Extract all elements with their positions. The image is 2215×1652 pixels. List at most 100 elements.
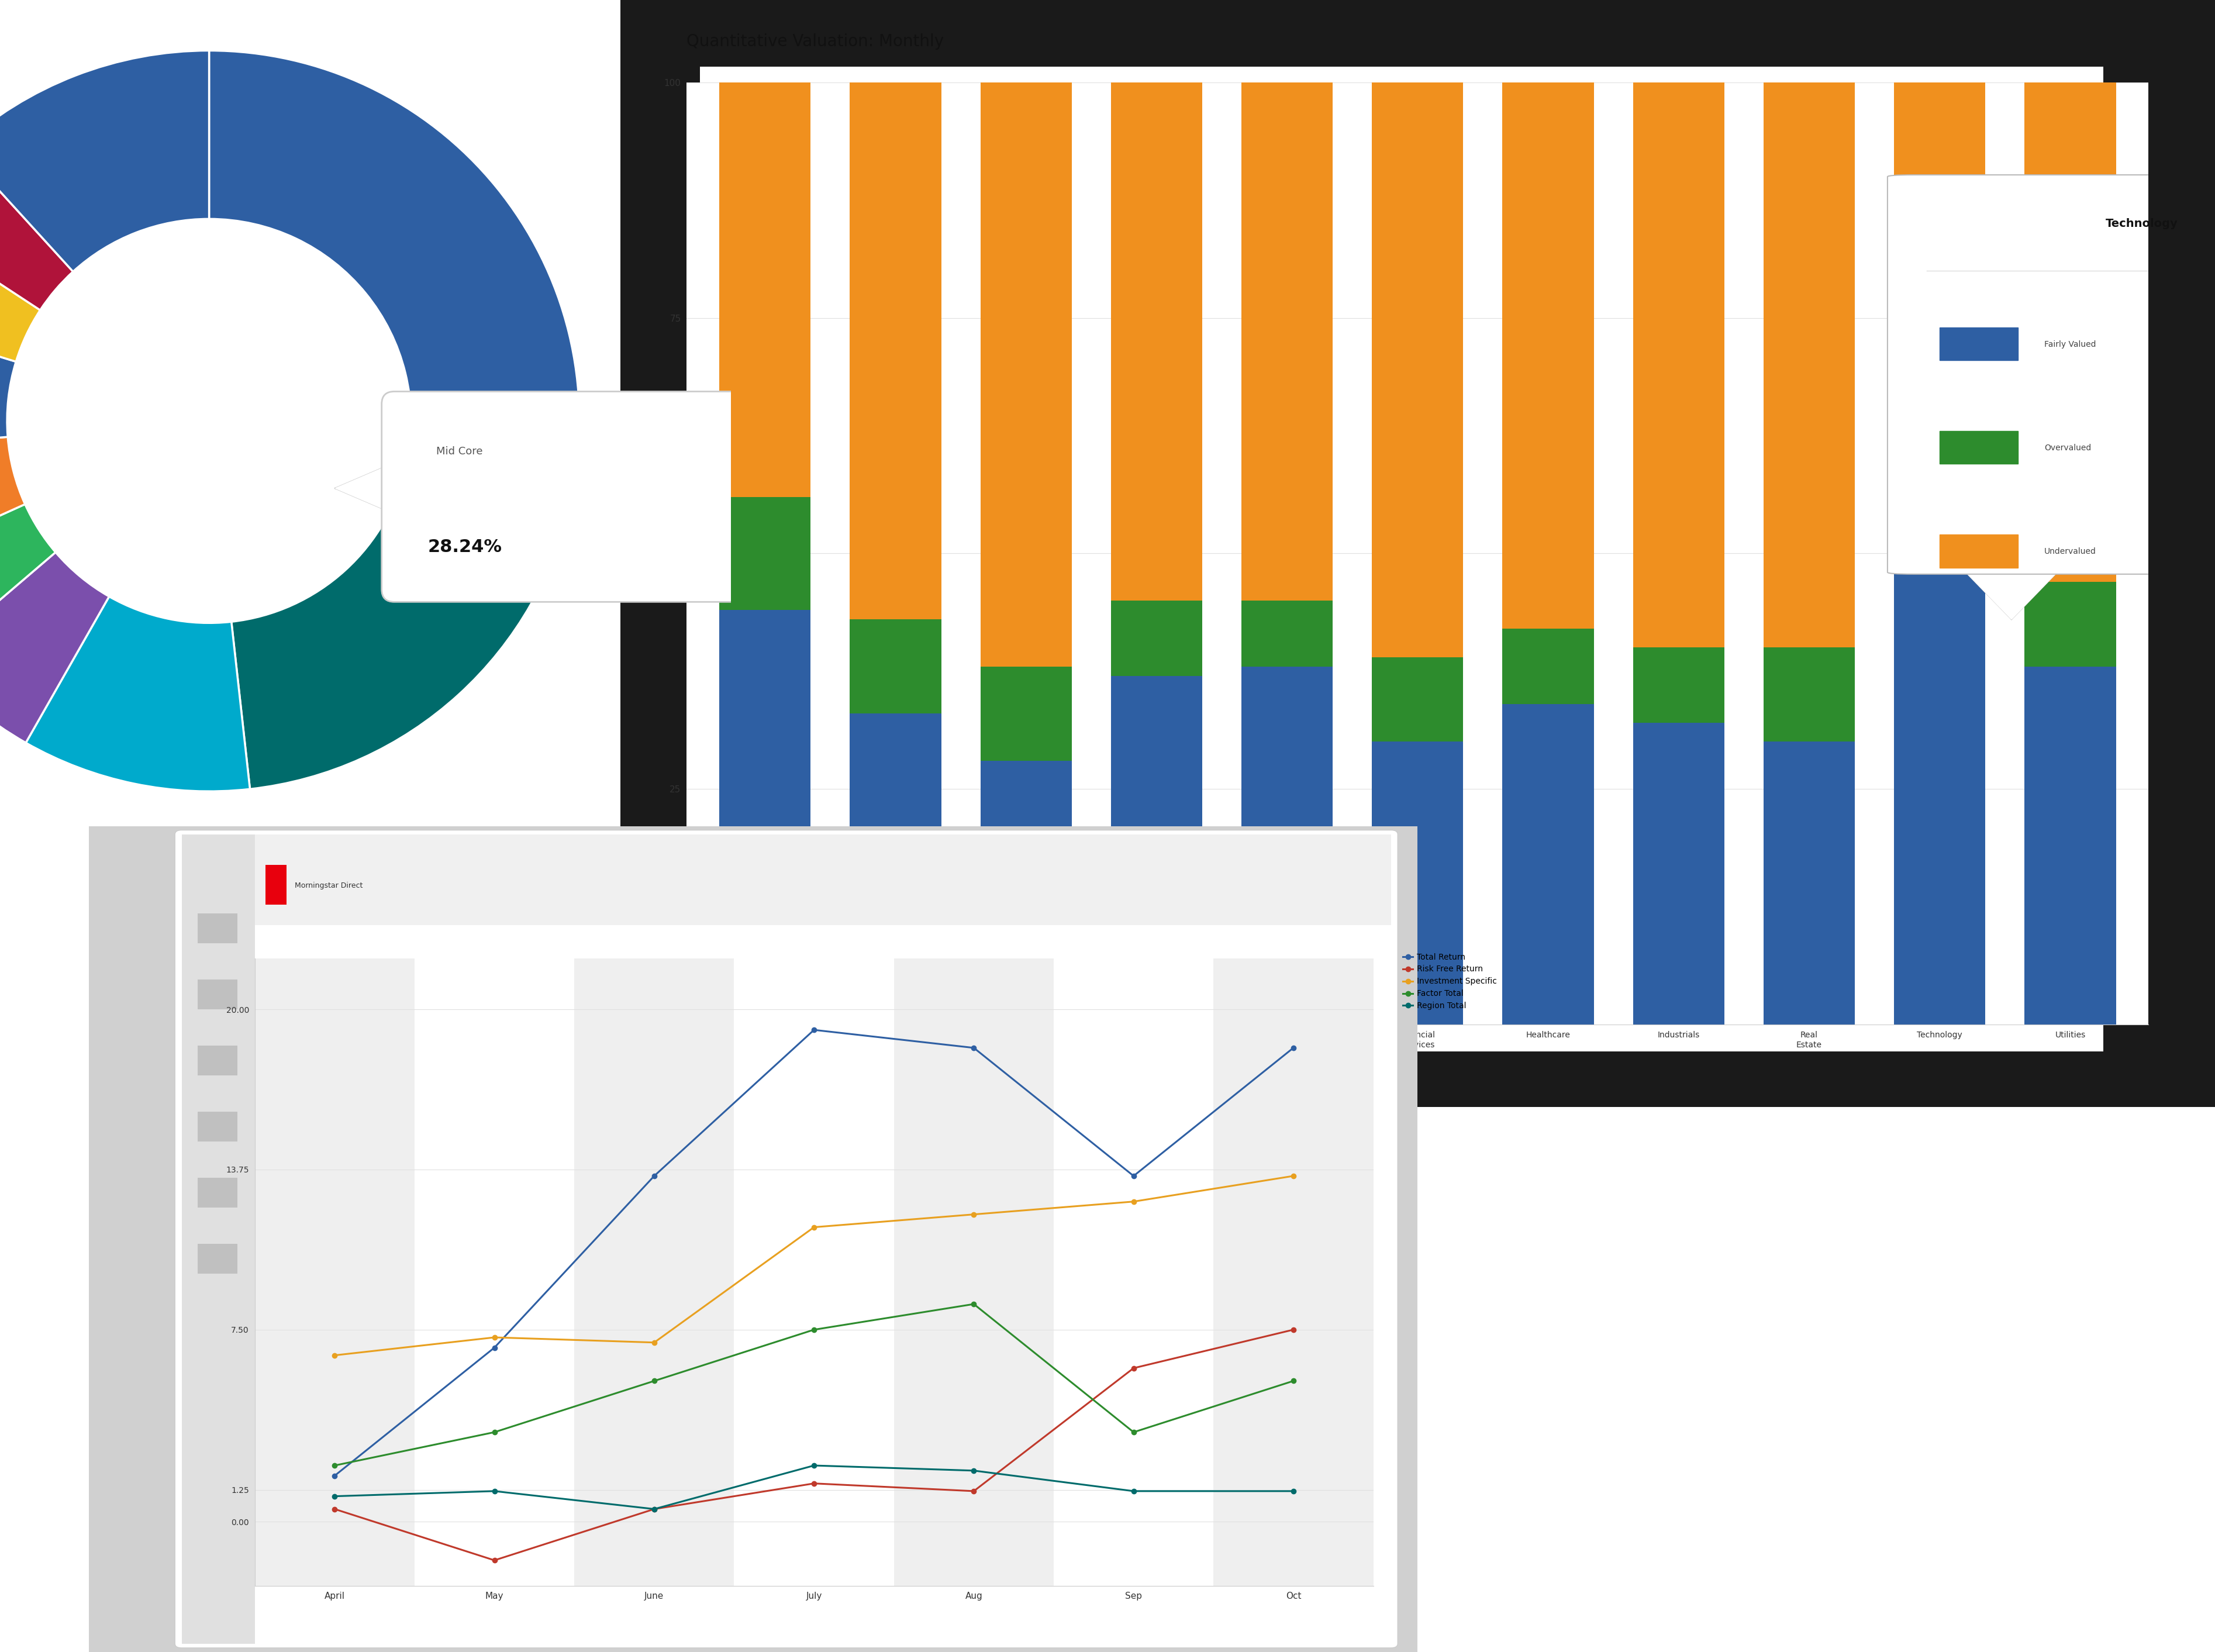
Text: Mid Core: Mid Core	[436, 446, 483, 456]
Y-axis label: % of Securities: % of Securities	[651, 520, 660, 586]
Bar	[720, 610, 811, 1024]
Bar	[1940, 431, 2018, 464]
Factor Total	[961, 1294, 988, 1313]
Wedge shape	[0, 312, 16, 451]
Wedge shape	[0, 552, 109, 743]
FancyBboxPatch shape	[175, 829, 1398, 1649]
Bar	[197, 1178, 237, 1208]
Wedge shape	[0, 218, 40, 362]
Bar	[1894, 512, 1985, 567]
Wedge shape	[27, 596, 250, 791]
Polygon shape	[1965, 572, 2058, 620]
Investment Specific	[640, 1333, 667, 1353]
Total Return	[802, 1019, 828, 1039]
Region Total	[321, 1487, 348, 1507]
Risk Free Return	[640, 1498, 667, 1518]
Total Return	[321, 1465, 348, 1485]
Text: Technology: Technology	[2106, 218, 2177, 230]
Bar	[197, 914, 237, 943]
Factor Total	[802, 1320, 828, 1340]
Factor Total	[640, 1371, 667, 1391]
Factor Total	[1280, 1371, 1307, 1391]
Bar	[255, 958, 414, 1586]
Investment Specific	[1280, 1166, 1307, 1186]
Bar	[851, 714, 941, 1024]
Wedge shape	[0, 436, 24, 573]
Bar	[1214, 958, 1373, 1586]
Text: Risk Factor Attribution: Risk Factor Attribution	[281, 1107, 372, 1115]
Text: Risk Summary: Risk Summary	[281, 1041, 332, 1049]
Line: Investment Specific: Investment Specific	[332, 1173, 1296, 1358]
Text: Morningstar Direct: Morningstar Direct	[295, 882, 363, 889]
Bar	[851, 620, 941, 714]
Line: Risk Free Return: Risk Free Return	[332, 1327, 1296, 1563]
Legend: Total Return, Risk Free Return, Investment Specific, Factor Total, Region Total: Total Return, Risk Free Return, Investme…	[1400, 950, 1500, 1013]
Bar	[1632, 648, 1723, 724]
Polygon shape	[334, 463, 394, 514]
Bar	[1371, 83, 1464, 657]
Line: Total Return: Total Return	[332, 1028, 1296, 1479]
Bar	[574, 958, 733, 1586]
Risk Free Return	[481, 1550, 507, 1569]
Wedge shape	[230, 463, 571, 790]
Risk Free Return	[802, 1474, 828, 1493]
Total Return	[481, 1338, 507, 1358]
Region Total	[1121, 1482, 1147, 1502]
Investment Specific	[802, 1218, 828, 1237]
Text: Undervalued: Undervalued	[2044, 547, 2095, 555]
Bar	[1940, 535, 2018, 568]
Text: Overvalued: Overvalued	[2044, 444, 2091, 453]
Investment Specific	[481, 1328, 507, 1348]
Investment Specific	[961, 1204, 988, 1224]
Factor Total	[321, 1455, 348, 1475]
Wedge shape	[208, 51, 580, 496]
Bar	[1112, 83, 1203, 601]
FancyBboxPatch shape	[62, 809, 1444, 1652]
Region Total	[640, 1498, 667, 1518]
Bar	[2025, 83, 2115, 582]
Bar	[1502, 629, 1595, 704]
Investment Specific	[321, 1345, 348, 1365]
Bar	[981, 83, 1072, 666]
Bar	[1894, 567, 1985, 1024]
Bar	[1502, 704, 1595, 1024]
Risk Free Return	[1121, 1358, 1147, 1378]
Bar	[1940, 327, 2018, 360]
FancyBboxPatch shape	[1887, 175, 2215, 575]
Bar	[720, 83, 811, 497]
Bar	[1112, 676, 1203, 1024]
Factor Total	[1121, 1422, 1147, 1442]
Line: Region Total: Region Total	[332, 1464, 1296, 1512]
Risk Free Return	[1280, 1320, 1307, 1340]
Bar	[1763, 648, 1854, 742]
Total Return	[1280, 1037, 1307, 1057]
Bar	[2025, 666, 2115, 1024]
Region Total	[1280, 1482, 1307, 1502]
FancyBboxPatch shape	[381, 392, 744, 601]
Bar	[197, 1046, 237, 1075]
FancyBboxPatch shape	[571, 0, 2215, 1140]
Bar	[255, 834, 1391, 925]
Risk Free Return	[321, 1498, 348, 1518]
Text: Quantitative Valuation: Monthly: Quantitative Valuation: Monthly	[687, 33, 944, 50]
Total Return	[961, 1037, 988, 1057]
Bar	[981, 760, 1072, 1024]
Bar	[1763, 742, 1854, 1024]
Bar	[851, 83, 941, 620]
Region Total	[802, 1455, 828, 1475]
Bar	[1763, 83, 1854, 648]
Text: Fairly Valued: Fairly Valued	[2044, 340, 2095, 349]
Bar	[1371, 742, 1464, 1024]
Region Total	[961, 1460, 988, 1480]
Wedge shape	[0, 51, 208, 271]
Bar	[197, 1244, 237, 1274]
Bar	[1371, 657, 1464, 742]
Region Total	[481, 1482, 507, 1502]
Bar	[1240, 601, 1333, 666]
Bar	[197, 1112, 237, 1142]
Bar	[1894, 83, 1985, 512]
Line: Factor Total: Factor Total	[332, 1302, 1296, 1469]
Bar	[1112, 601, 1203, 676]
Bar	[1502, 83, 1595, 629]
Bar	[1240, 666, 1333, 1024]
